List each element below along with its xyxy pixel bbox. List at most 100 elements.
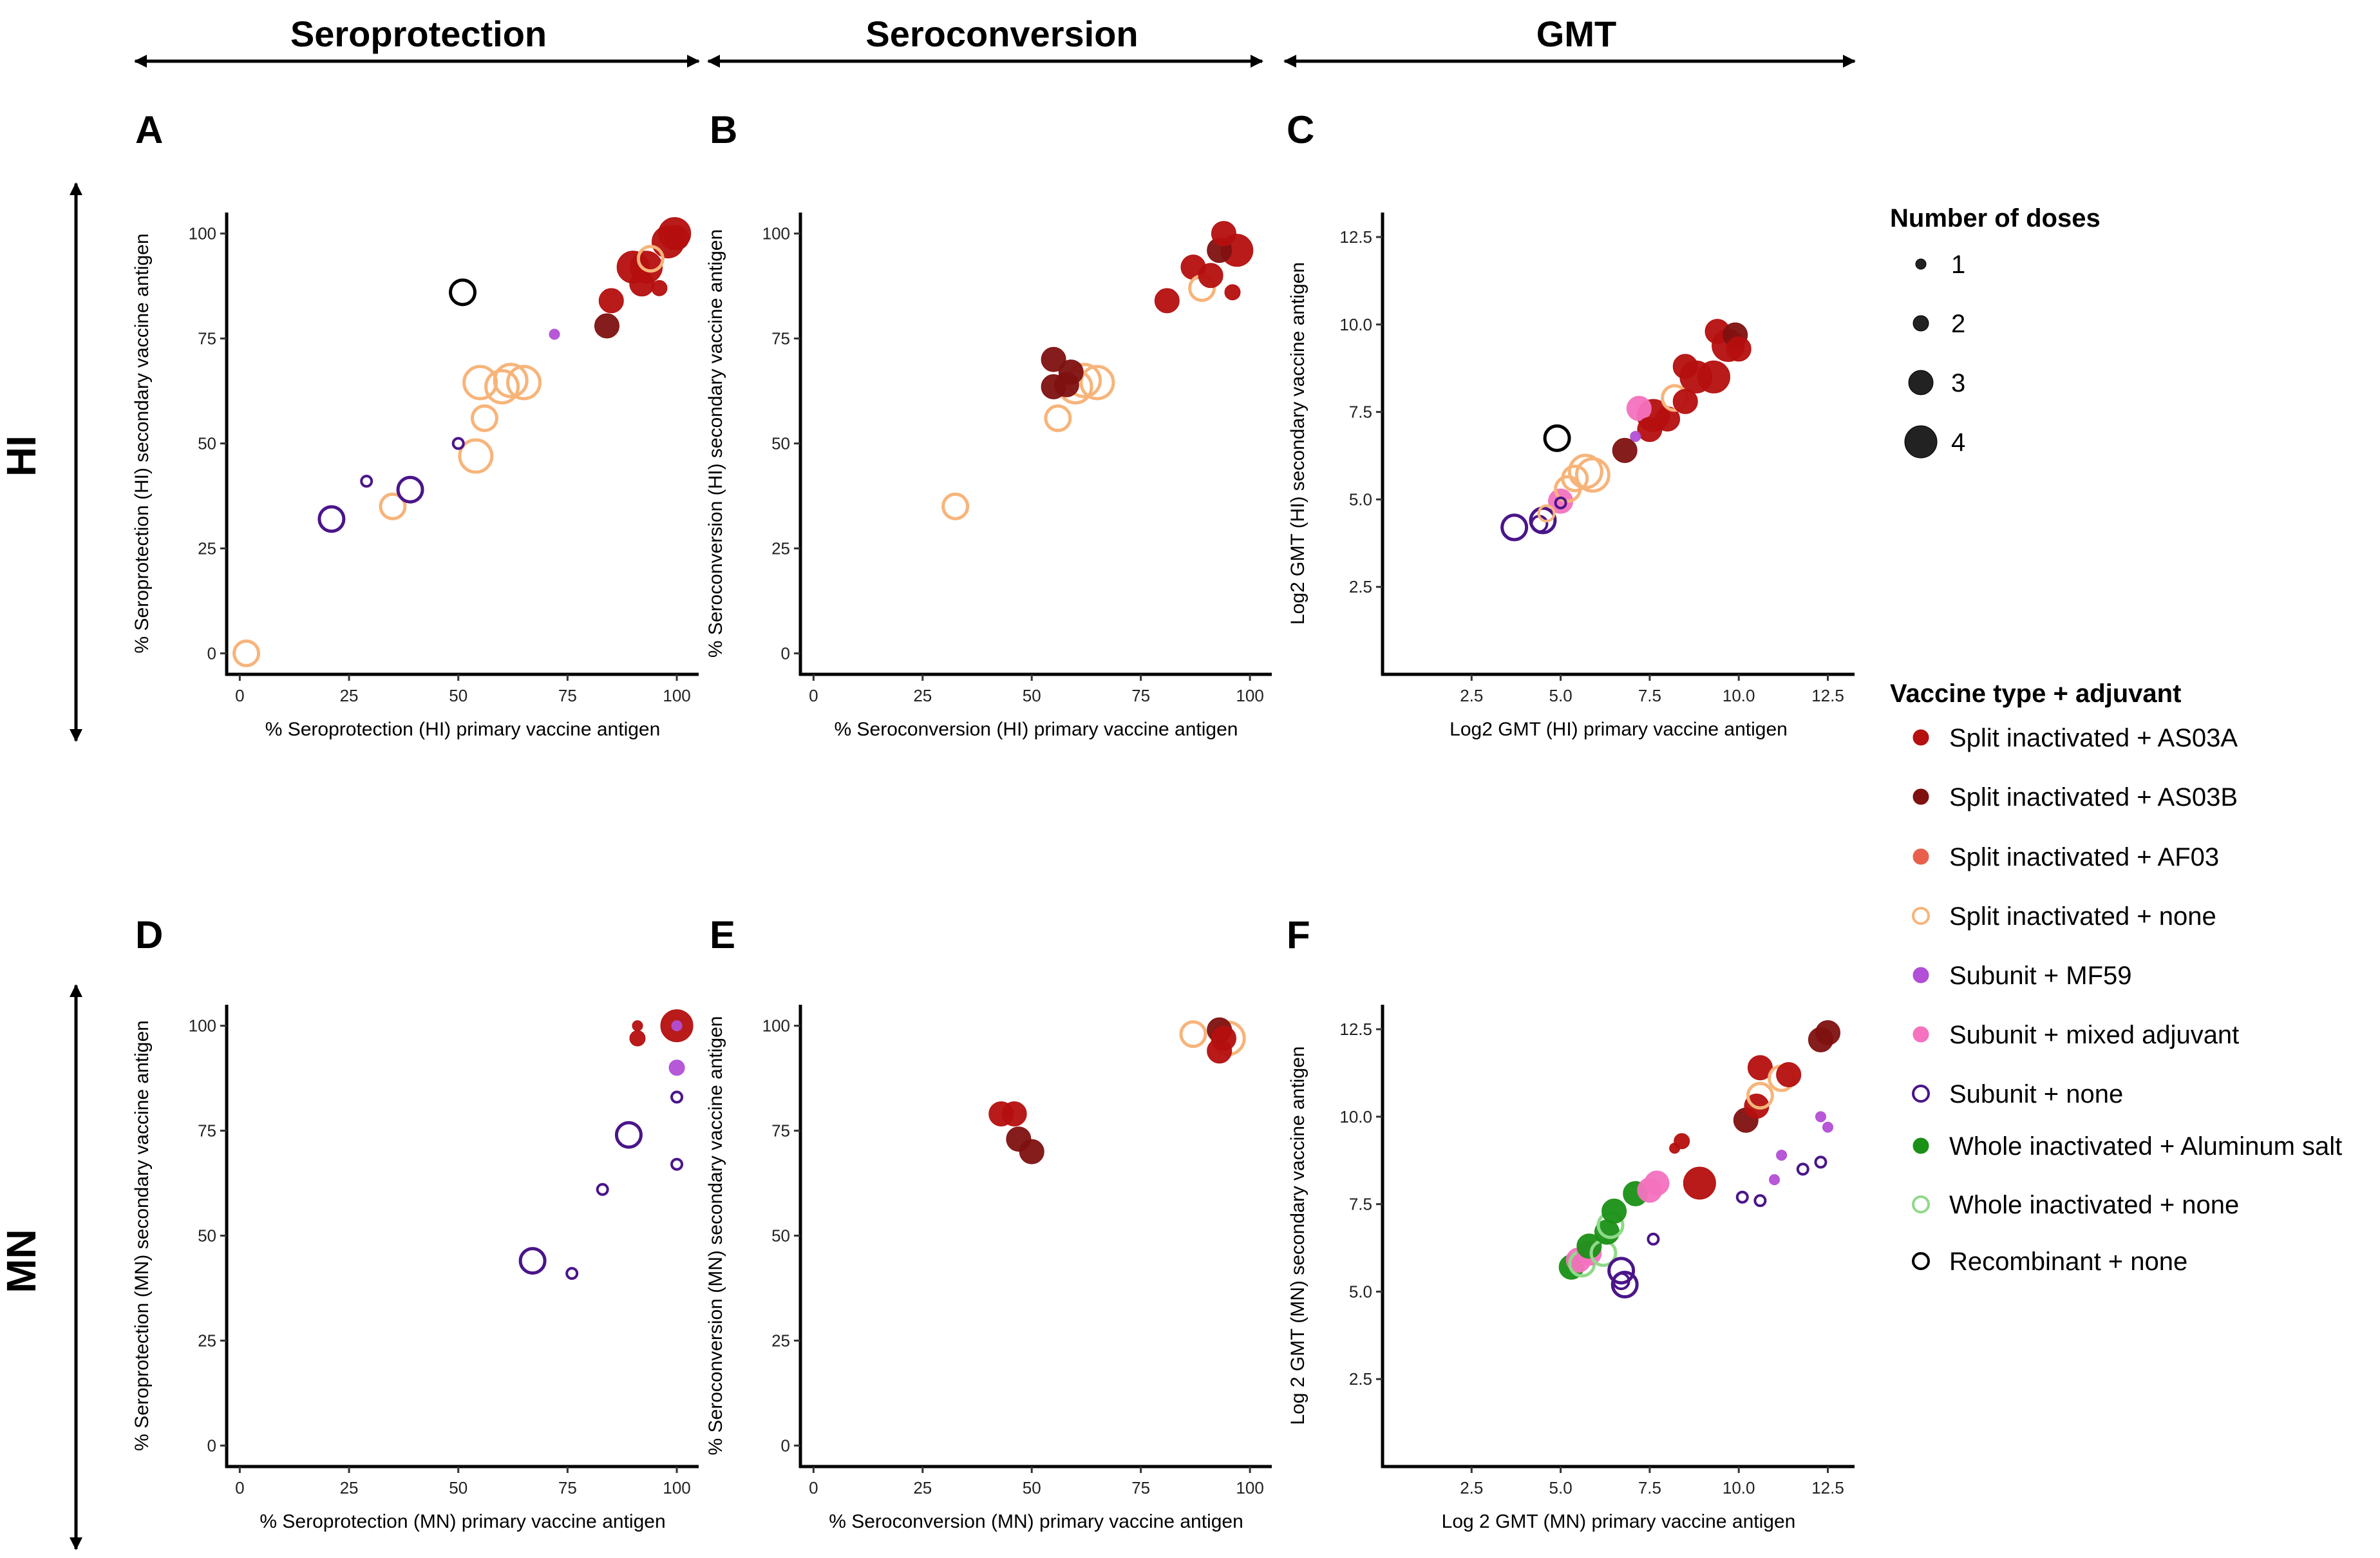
data-point-sN (470, 404, 498, 432)
data-point-sA (1001, 1101, 1027, 1126)
data-point-uN (1735, 1190, 1749, 1204)
data-point-uN (614, 1121, 643, 1149)
y-tick-label: 100 (189, 1016, 216, 1036)
data-point-sN (1746, 1081, 1774, 1110)
data-point-uM (1815, 1111, 1826, 1123)
data-point-sN (1567, 453, 1603, 489)
legend-vaccine-label: Split inactivated + AS03B (1949, 783, 2238, 812)
legend-dose-label: 2 (1951, 310, 1965, 338)
y-axis-label: Log2 GMT (HI) secondary vaccine antigen (1287, 262, 1308, 625)
y-tick-label: 0 (207, 643, 216, 663)
y-tick-label: 50 (771, 434, 790, 453)
data-point-sA (1669, 1143, 1681, 1154)
x-tick-label: 7.5 (1638, 686, 1661, 705)
data-point-uM (1822, 1121, 1834, 1133)
y-tick-label: 2.5 (1349, 1369, 1372, 1389)
legend-vaccine-label: Split inactivated + AS03A (1949, 724, 2238, 752)
data-point-sN (458, 438, 494, 474)
y-tick-label: 0 (781, 1436, 790, 1455)
x-tick-label: 7.5 (1638, 1478, 1661, 1497)
data-point-sA (1747, 1055, 1773, 1081)
x-tick-label: 100 (1236, 1478, 1263, 1497)
legend-vaccine-label: Split inactivated + AF03 (1949, 843, 2219, 871)
x-tick-label: 2.5 (1460, 1478, 1483, 1497)
x-tick-label: 75 (558, 686, 577, 705)
data-point-sA (1697, 360, 1730, 394)
data-point-sB (1041, 347, 1066, 372)
legend-vaccine-marker (1912, 848, 1929, 865)
legend-dose-marker (1912, 315, 1929, 332)
x-tick-label: 50 (449, 1478, 468, 1497)
col-header-gmt: GMT (1536, 14, 1616, 54)
legend-dose-label: 4 (1951, 428, 1965, 457)
legend-dose-label: 3 (1951, 369, 1965, 397)
row-header-hi: HI (0, 435, 44, 477)
x-tick-label: 0 (809, 686, 818, 705)
data-point-sA (1726, 336, 1752, 362)
x-axis-label: % Seroconversion (HI) primary vaccine an… (835, 719, 1238, 740)
data-point-sB (1019, 1139, 1044, 1164)
legend-vaccine-marker (1912, 1137, 1929, 1154)
panel-letter-f: F (1287, 913, 1310, 956)
panel-letter-a: A (135, 108, 163, 151)
data-point-uN (1647, 1232, 1660, 1246)
data-point-uN (596, 1183, 609, 1196)
data-point-sA (1672, 354, 1698, 379)
data-point-uM (671, 1020, 683, 1032)
row-header-mn: MN (0, 1229, 44, 1293)
data-point-sN (1537, 504, 1556, 523)
data-point-uM (1769, 1174, 1780, 1186)
data-point-uN (360, 475, 373, 488)
legend-vaccine-marker (1912, 1252, 1930, 1270)
y-tick-label: 75 (198, 329, 216, 348)
x-tick-label: 25 (340, 1478, 359, 1497)
panel-letter-b: B (710, 108, 737, 151)
data-point-sN (636, 245, 665, 273)
data-point-sA (629, 271, 655, 297)
x-tick-label: 100 (663, 1478, 690, 1497)
data-point-sA (1776, 1062, 1802, 1088)
legend-dose-marker (1908, 370, 1934, 395)
y-tick-label: 75 (771, 329, 790, 348)
data-point-uM (1776, 1150, 1788, 1161)
data-point-uX (1644, 1170, 1670, 1196)
y-tick-label: 12.5 (1339, 1020, 1372, 1039)
y-tick-label: 50 (198, 1226, 216, 1246)
data-point-sA (1211, 221, 1236, 247)
data-point-rN (1543, 424, 1571, 452)
y-tick-label: 50 (771, 1226, 790, 1246)
col-header-seroprotection: Seroprotection (290, 14, 547, 54)
y-tick-label: 10.0 (1339, 1107, 1372, 1126)
data-point-sA (632, 1020, 643, 1032)
data-point-sA (1672, 388, 1698, 414)
legend-vaccine-label: Whole inactivated + none (1949, 1191, 2239, 1219)
x-tick-label: 75 (1131, 1478, 1150, 1497)
x-tick-label: 0 (235, 686, 244, 705)
x-tick-label: 25 (913, 1478, 932, 1497)
chart-panel-d: 0 25 50 75 100 0 25 50 75 100 % Seroprotection (MN… (131, 1005, 699, 1532)
data-point-wA (1601, 1198, 1627, 1224)
data-point-sN (1179, 1020, 1207, 1049)
panel-letter-e: E (710, 913, 735, 956)
y-tick-label: 0 (781, 643, 790, 663)
data-point-sA (598, 288, 624, 314)
data-point-sN (1079, 365, 1115, 401)
x-tick-label: 10.0 (1723, 1478, 1755, 1497)
legend-vaccine-label: Subunit + mixed adjuvant (1949, 1021, 2239, 1049)
data-point-uN (670, 1090, 684, 1104)
data-point-sA (1683, 1166, 1716, 1200)
data-point-sA (664, 225, 690, 251)
data-point-sB (594, 313, 619, 339)
x-tick-label: 2.5 (1460, 686, 1483, 705)
legend-vaccine-label: Subunit + none (1949, 1080, 2123, 1108)
data-point-uM (549, 328, 560, 340)
legend-vaccine-marker (1912, 729, 1929, 746)
x-tick-label: 0 (235, 1478, 244, 1497)
y-axis-label: % Seroconversion (MN) secondary vaccine … (705, 1016, 726, 1456)
data-point-sN (232, 639, 261, 667)
data-point-sA (1154, 288, 1180, 314)
legend-vaccine-marker (1912, 1026, 1929, 1043)
legend: Number of doses 1 2 3 4 Vaccine type + adju… (1890, 204, 2342, 1276)
